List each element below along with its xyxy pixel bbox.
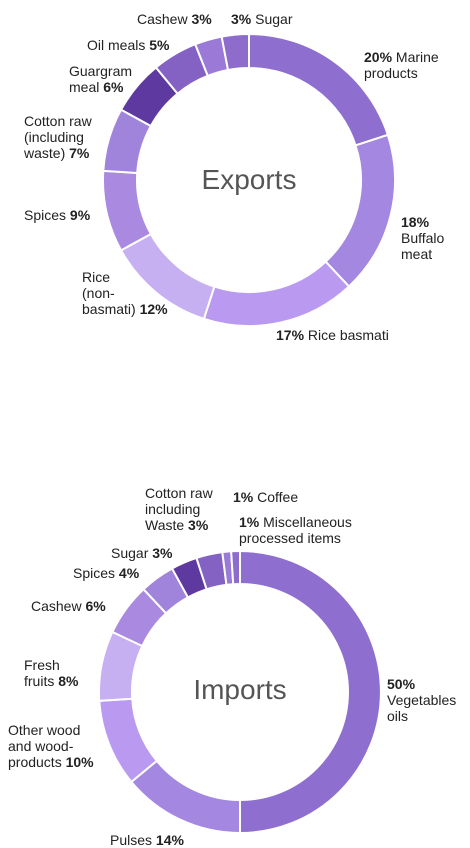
imports-label-cotton: Cotton raw including Waste 3% <box>145 485 213 533</box>
imports-slice-vegetables-oils <box>239 549 382 835</box>
exports-label-nonbasmati: Rice (non-basmati) 12% <box>82 269 168 317</box>
exports-label-basmati: 17% Rice basmati <box>276 327 389 343</box>
imports-slice-miscellaneous-processed-items <box>230 549 241 586</box>
exports-label-cashew: Cashew 3% <box>137 11 212 27</box>
imports-label-fruits: Fresh fruits 8% <box>24 657 79 689</box>
imports-slice-pulses <box>129 759 241 835</box>
exports-center-title: Exports <box>201 164 297 195</box>
exports-label-buffalo: 18% Buffalo meat <box>401 214 445 262</box>
exports-slice-buffalo-meat <box>324 133 396 288</box>
imports-label-spices: Spices 4% <box>73 565 140 581</box>
imports-label-sugar: Sugar 3% <box>111 545 173 561</box>
imports-label-vegoils: 50% Vegetables oils <box>387 676 457 724</box>
exports-slice-rice-basmati <box>202 260 351 327</box>
imports-center-title: Imports <box>193 674 287 705</box>
exports-label-guargram: Guargram meal 6% <box>69 63 133 95</box>
exports-slice-spices <box>102 169 153 252</box>
exports-label-spices: Spices 9% <box>24 207 91 223</box>
exports-label-sugar: 3% Sugar <box>231 11 293 27</box>
imports-label-wood: Other wood and wood-products 10% <box>8 722 94 770</box>
imports-label-pulses: Pulses 14% <box>110 832 184 848</box>
imports-label-cashew: Cashew 6% <box>31 598 106 614</box>
exports-label-cotton: Cotton raw (including waste) 7% <box>24 113 92 161</box>
exports-label-marine: 20% Marine products <box>364 49 439 81</box>
exports-slice-sugar <box>220 32 250 72</box>
imports-label-coffee: 1% Coffee <box>233 489 299 505</box>
imports-label-misc: 1% Miscellaneous processed items <box>239 514 352 546</box>
exports-label-oilmeals: Oil meals 5% <box>87 37 170 53</box>
